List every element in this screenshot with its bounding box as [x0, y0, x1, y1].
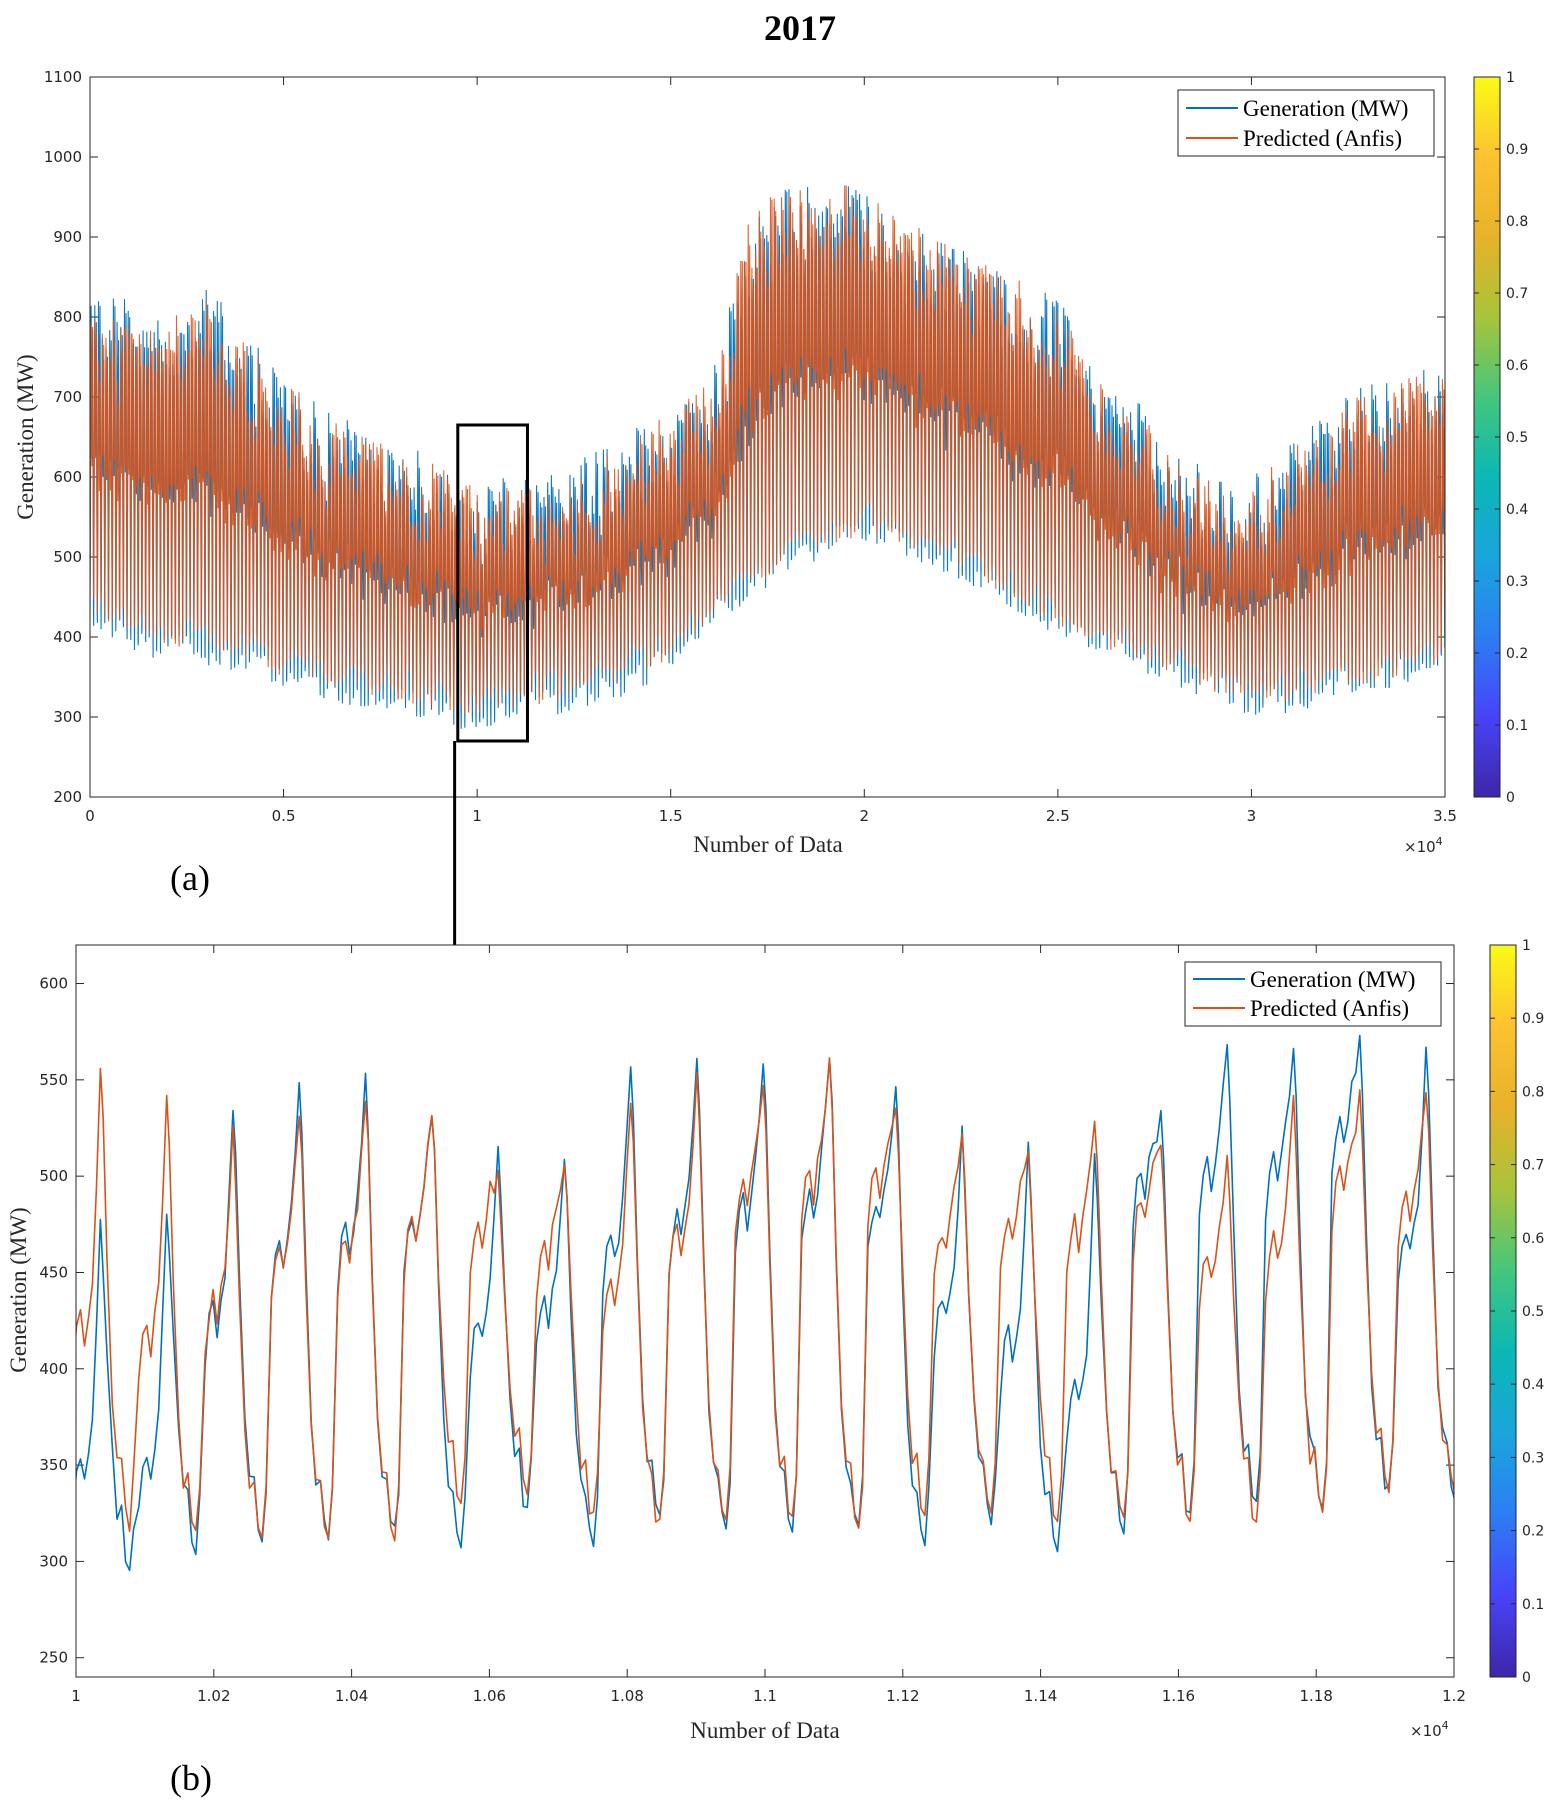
panel-b-xlabel: Number of Data — [690, 1718, 839, 1743]
panel-b-xtick-label: 1.12 — [886, 1687, 919, 1705]
colorbar-tick-label: 1 — [1506, 70, 1515, 86]
panel-a-label: (a) — [170, 858, 210, 898]
panel-a-xtick-label: 0.5 — [272, 807, 296, 825]
zoom-box — [456, 423, 529, 743]
panel-a-ytick-label: 800 — [53, 308, 82, 326]
panel-b-xtick-label: 1.18 — [1299, 1687, 1332, 1705]
colorbar-b: 0 0.1 0.2 0.3 0.4 0.5 0.6 0.7 0.8 0.9 1 — [1489, 938, 1544, 1686]
panel-a-ytick-label: 300 — [53, 708, 82, 726]
panel-b-xtick-label: 1.14 — [1024, 1687, 1057, 1705]
legend-b-predicted-label: Predicted (Anfis) — [1250, 996, 1409, 1021]
panel-b-series — [76, 1034, 1454, 1572]
panel-b-xtick-label: 1.08 — [610, 1687, 643, 1705]
panel-a-ytick-label: 200 — [53, 788, 82, 806]
panel-b-ytick-label: 600 — [39, 975, 68, 993]
panel-b-ytick-label: 550 — [39, 1071, 68, 1089]
panel-b-legend: Generation (MW) Predicted (Anfis) — [1184, 961, 1442, 1027]
colorbar-tick-label: 0.3 — [1506, 574, 1528, 590]
legend-a-generation-label: Generation (MW) — [1243, 96, 1408, 121]
colorbar-tick-label: 0.4 — [1522, 1377, 1544, 1393]
colorbar-tick-label: 0.7 — [1522, 1158, 1544, 1174]
panel-a-xtick-label: 3.5 — [1433, 807, 1457, 825]
panel-b-ytick-label: 300 — [39, 1552, 68, 1570]
colorbar-tick-label: 0 — [1506, 790, 1515, 806]
colorbar-tick-label: 0.1 — [1522, 1597, 1544, 1613]
colorbar-tick-label: 0.8 — [1506, 214, 1528, 230]
panel-a-ylabel: Generation (MW) — [13, 354, 38, 519]
colorbar-tick-label: 0.3 — [1522, 1450, 1544, 1466]
panel-b-ytick-label: 350 — [39, 1456, 68, 1474]
series-b-predicted — [76, 1057, 1454, 1542]
panel-b-xtick-label: 1 — [71, 1687, 81, 1705]
colorbar-tick-label: 0.5 — [1506, 430, 1528, 446]
colorbar-tick-label: 0.2 — [1522, 1524, 1544, 1540]
panel-b-xtick-label: 1.2 — [1442, 1687, 1466, 1705]
panel-b-ylabel: Generation (MW) — [6, 1207, 31, 1372]
colorbar-tick-label: 0.9 — [1522, 1011, 1544, 1027]
panel-a-xtick-label: 1.5 — [659, 807, 683, 825]
colorbar-tick-label: 0.6 — [1506, 358, 1528, 374]
panel-b-plot-area — [76, 945, 1454, 1677]
panel-b-x-exponent: ×104 — [1410, 1719, 1449, 1740]
panel-b-axes-box — [75, 944, 1455, 1678]
panel-a-xlabel: Number of Data — [693, 832, 842, 857]
colorbar-a: 0 0.1 0.2 0.3 0.4 0.5 0.6 0.7 0.8 0.9 1 — [1473, 70, 1528, 806]
panel-b-ytick-label: 250 — [39, 1649, 68, 1667]
panel-a-ytick-label: 1000 — [44, 148, 82, 166]
colorbar-tick-label: 0.6 — [1522, 1231, 1544, 1247]
panel-a-ticks: 0 0.5 1 1.5 2 2.5 3 3.5 200 300 400 500 600 700 800 900… — [44, 68, 1457, 825]
panel-b-xtick-label: 1.16 — [1162, 1687, 1195, 1705]
panel-b: 1 1.02 1.04 1.06 1.08 1.1 1.12 1.14 1.16 1.18 1.2 2… — [6, 944, 1466, 1798]
colorbar-tick-label: 0.4 — [1506, 502, 1528, 518]
colorbar-tick-label: 0.8 — [1522, 1084, 1544, 1100]
colorbar-tick-label: 1 — [1522, 938, 1531, 954]
panel-a-xtick-label: 1 — [472, 807, 482, 825]
panel-a-ytick-label: 900 — [53, 228, 82, 246]
panel-b-ticks: 1 1.02 1.04 1.06 1.08 1.1 1.12 1.14 1.16 1.18 1.2 2… — [39, 945, 1466, 1705]
colorbar-tick-label: 0.9 — [1506, 142, 1528, 158]
panel-b-ytick-label: 500 — [39, 1167, 68, 1185]
colorbar-tick-label: 0.5 — [1522, 1304, 1544, 1320]
panel-a-xtick-label: 3 — [1247, 807, 1257, 825]
panel-b-xtick-label: 1.04 — [335, 1687, 368, 1705]
figure-title: 2017 — [764, 8, 836, 48]
colorbar-tick-label: 0.1 — [1506, 718, 1528, 734]
panel-a-ytick-label: 500 — [53, 548, 82, 566]
panel-a-xtick-label: 0 — [85, 807, 95, 825]
panel-b-label: (b) — [170, 1758, 212, 1798]
panel-a-x-exponent: ×104 — [1404, 835, 1443, 856]
panel-a-axes-box — [89, 76, 1446, 798]
legend-a-predicted-label: Predicted (Anfis) — [1243, 126, 1402, 151]
legend-b-generation-label: Generation (MW) — [1250, 967, 1415, 992]
series-a-predicted — [90, 185, 1445, 714]
series-b-generation — [76, 1034, 1454, 1572]
panel-b-ytick-label: 450 — [39, 1263, 68, 1281]
panel-a-ytick-label: 700 — [53, 388, 82, 406]
panel-a: 0 0.5 1 1.5 2 2.5 3 3.5 200 300 400 500 600 700 800 900… — [13, 68, 1457, 898]
panel-a-ytick-label: 1100 — [44, 68, 82, 86]
panel-a-xtick-label: 2 — [860, 807, 870, 825]
panel-a-ytick-label: 600 — [53, 468, 82, 486]
colorbar-tick-label: 0.7 — [1506, 286, 1528, 302]
panel-a-xtick-label: 2.5 — [1046, 807, 1070, 825]
panel-b-xtick-label: 1.06 — [473, 1687, 506, 1705]
panel-b-ytick-label: 400 — [39, 1360, 68, 1378]
panel-b-xtick-label: 1.02 — [197, 1687, 230, 1705]
panel-a-legend: Generation (MW) Predicted (Anfis) — [1177, 89, 1435, 157]
colorbar-tick-label: 0 — [1522, 1670, 1531, 1686]
panel-a-ytick-label: 400 — [53, 628, 82, 646]
colorbar-tick-label: 0.2 — [1506, 646, 1528, 662]
panel-a-series — [90, 185, 1445, 729]
panel-b-xtick-label: 1.1 — [753, 1687, 777, 1705]
